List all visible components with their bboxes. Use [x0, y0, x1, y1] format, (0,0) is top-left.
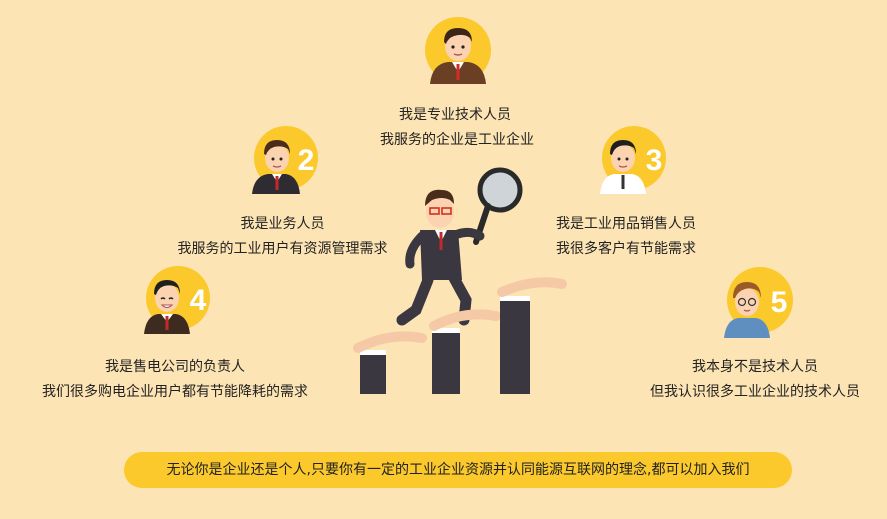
hero-illustration: [350, 160, 570, 400]
person-avatar-icon: 3: [596, 122, 670, 194]
persona-1-line2: 我服务的企业是工业企业: [380, 132, 534, 148]
magnifier-icon: [473, 167, 523, 245]
persona-1-caption: 我是专业技术人员 我服务的企业是工业企业: [380, 103, 534, 153]
persona-2-number: 2: [298, 144, 315, 177]
person-avatar-icon: 5: [716, 262, 796, 338]
persona-2-line2: 我服务的工业用户有资源管理需求: [177, 241, 388, 257]
persona-5-line2: 但我认识很多工业企业的技术人员: [650, 384, 860, 400]
hand-steps-icon: [353, 277, 567, 394]
persona-2-caption: 我是业务人员 我服务的工业用户有资源管理需求: [170, 212, 395, 262]
persona-1-line1: 我是专业技术人员: [399, 107, 511, 123]
banner-text: 无论你是企业还是个人,只要你有一定的工业企业资源并认同能源互联网的理念,都可以加…: [166, 462, 750, 478]
persona-3-line1: 我是工业用品销售人员: [556, 216, 696, 232]
persona-4-line2: 我们很多购电企业用户都有节能降耗的需求: [42, 384, 308, 400]
join-us-banner: 无论你是企业还是个人,只要你有一定的工业企业资源并认同能源互联网的理念,都可以加…: [124, 452, 792, 488]
persona-4-number: 4: [190, 284, 207, 317]
persona-4-line1: 我是售电公司的负责人: [105, 359, 245, 375]
persona-5-line1: 我本身不是技术人员: [692, 359, 818, 375]
persona-3-line2: 我很多客户有节能需求: [556, 241, 696, 257]
persona-3-caption: 我是工业用品销售人员 我很多客户有节能需求: [556, 212, 716, 262]
person-avatar-icon: 4: [140, 262, 214, 334]
persona-5-caption: 我本身不是技术人员 但我认识很多工业企业的技术人员: [640, 355, 870, 405]
persona-4-caption: 我是售电公司的负责人 我们很多购电企业用户都有节能降耗的需求: [30, 355, 320, 405]
persona-3-number: 3: [646, 144, 663, 177]
person-avatar-icon: 2: [246, 122, 322, 194]
person-avatar-icon: [420, 12, 494, 84]
persona-2-line1: 我是业务人员: [240, 216, 325, 232]
persona-5-number: 5: [771, 286, 788, 319]
